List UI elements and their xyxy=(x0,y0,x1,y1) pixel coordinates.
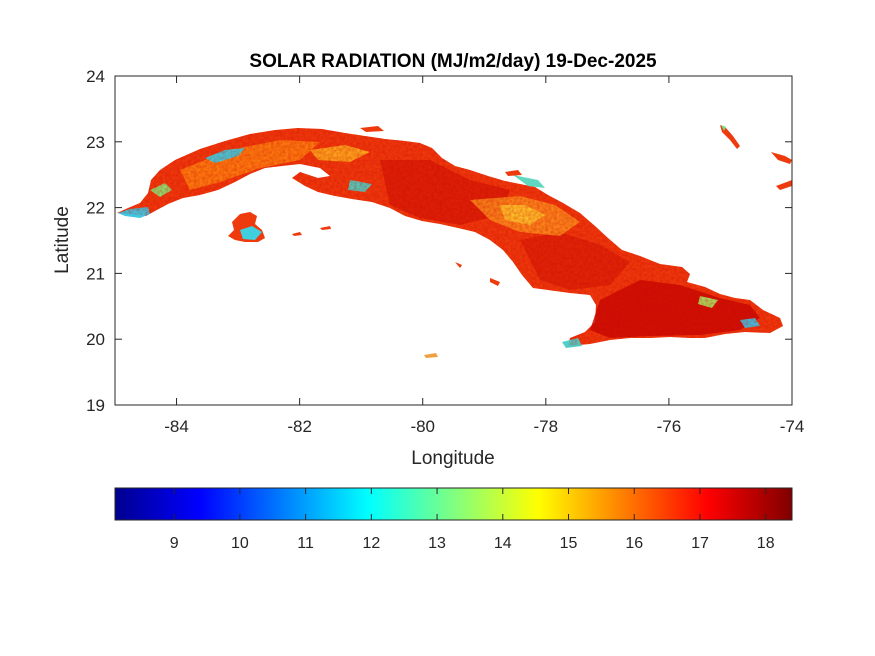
x-axis-ticks: -84 -82 -80 -78 -76 -74 xyxy=(164,76,804,436)
y-tick-label: 20 xyxy=(86,330,105,349)
cayo-south-5 xyxy=(424,353,438,358)
bahamas-islet-cyan xyxy=(721,125,726,131)
texture-overlay xyxy=(117,128,783,346)
colorbar-tick-label: 13 xyxy=(428,535,446,552)
isla-cyan-spot xyxy=(240,226,262,240)
colorbar-tick-label: 16 xyxy=(625,535,643,552)
colorbar xyxy=(114,487,793,521)
y-axis-ticks: 19 20 21 22 23 24 xyxy=(86,67,792,415)
x-axis-label: Longitude xyxy=(411,448,494,469)
colorbar-tick-label: 9 xyxy=(170,535,179,552)
cayo-north-1 xyxy=(360,126,384,132)
y-tick-label: 21 xyxy=(86,264,105,283)
cayo-south-2 xyxy=(320,226,331,230)
x-tick-label: -82 xyxy=(287,417,312,436)
y-tick-label: 19 xyxy=(86,396,105,415)
y-tick-label: 22 xyxy=(86,199,105,218)
x-tick-label: -76 xyxy=(657,417,682,436)
bahamas-islet-3 xyxy=(776,180,792,190)
bahamas-islet-1 xyxy=(720,125,740,149)
cayo-south-1 xyxy=(292,232,302,236)
bahamas-islet-2 xyxy=(771,152,792,164)
y-axis-label: Latitude xyxy=(52,206,73,274)
cayo-north-2 xyxy=(505,170,522,176)
colorbar-tick-label: 18 xyxy=(757,535,775,552)
y-tick-label: 23 xyxy=(86,133,105,152)
y-tick-label: 24 xyxy=(86,67,105,86)
cayo-south-4 xyxy=(490,278,500,286)
cyan-spot-north-center xyxy=(513,175,545,188)
x-tick-label: -78 xyxy=(534,417,559,436)
x-tick-label: -84 xyxy=(164,417,189,436)
colorbar-tick-label: 12 xyxy=(362,535,380,552)
x-tick-label: -74 xyxy=(780,417,805,436)
x-tick-label: -80 xyxy=(410,417,435,436)
colorbar-tick-label: 11 xyxy=(297,535,314,552)
colorbar-ticks: 9 10 11 12 13 14 15 16 17 18 xyxy=(170,488,775,552)
colorbar-tick-label: 14 xyxy=(494,535,512,552)
cayo-south-3 xyxy=(455,262,462,268)
map-area xyxy=(117,125,792,358)
axes-box xyxy=(114,75,793,406)
colorbar-tick-label: 10 xyxy=(231,535,249,552)
colorbar-tick-label: 17 xyxy=(691,535,709,552)
chart-title: SOLAR RADIATION (MJ/m2/day) 19-Dec-2025 xyxy=(249,51,657,72)
colorbar-tick-label: 15 xyxy=(560,535,578,552)
